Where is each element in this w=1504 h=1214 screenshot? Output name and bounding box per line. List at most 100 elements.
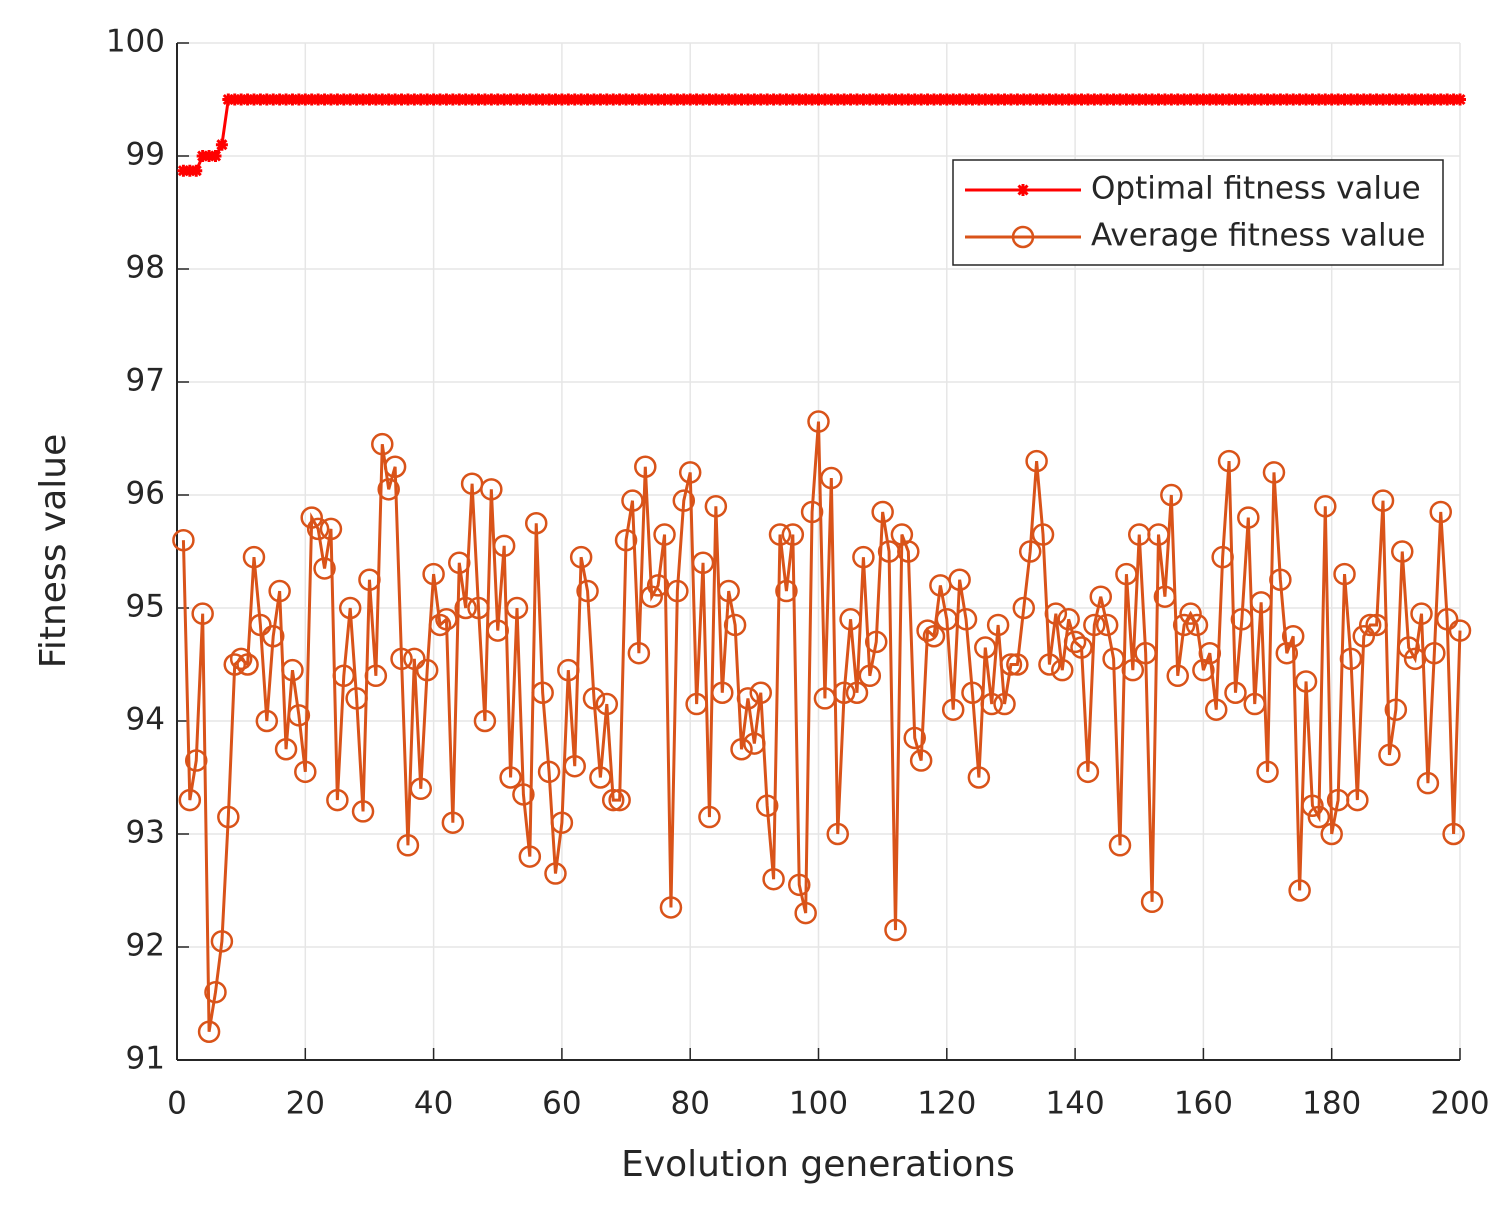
- marker: [485, 93, 498, 106]
- marker: [608, 788, 631, 812]
- marker: [1397, 636, 1420, 659]
- plot-area: [172, 93, 1472, 1043]
- marker: [1146, 93, 1159, 106]
- x-tick-label: 40: [414, 1086, 453, 1122]
- marker: [1255, 93, 1268, 106]
- marker: [191, 602, 214, 625]
- marker: [1108, 834, 1132, 857]
- marker: [1442, 822, 1465, 846]
- marker: [576, 579, 599, 603]
- marker: [363, 93, 376, 106]
- marker: [613, 93, 626, 106]
- marker: [357, 93, 370, 106]
- marker: [754, 93, 767, 106]
- marker: [691, 551, 715, 575]
- marker: [1434, 93, 1447, 106]
- marker: [600, 93, 613, 106]
- marker: [190, 164, 203, 177]
- marker: [672, 489, 696, 512]
- marker: [448, 551, 471, 575]
- marker: [806, 93, 819, 106]
- marker: [1416, 771, 1440, 795]
- marker: [178, 788, 202, 812]
- marker: [228, 93, 241, 106]
- marker: [1011, 93, 1024, 106]
- marker: [594, 93, 607, 106]
- marker: [1043, 93, 1056, 106]
- marker: [1030, 93, 1043, 106]
- marker: [300, 506, 323, 529]
- marker: [640, 585, 663, 608]
- marker: [505, 596, 529, 620]
- marker: [299, 93, 312, 106]
- marker: [992, 93, 1005, 106]
- marker: [454, 596, 477, 620]
- marker: [510, 93, 523, 106]
- marker: [1428, 93, 1441, 106]
- marker: [530, 93, 543, 106]
- marker: [1139, 93, 1152, 106]
- marker: [634, 455, 657, 478]
- marker: [473, 709, 497, 733]
- marker: [499, 766, 522, 789]
- marker: [1017, 184, 1029, 196]
- marker: [1063, 630, 1087, 654]
- legend: Optimal fitness value Average fitness val…: [952, 159, 1444, 266]
- marker: [518, 845, 542, 868]
- marker: [273, 93, 286, 106]
- marker: [261, 625, 285, 648]
- x-tick-label: 100: [789, 1086, 848, 1122]
- marker: [504, 93, 517, 106]
- marker: [183, 164, 196, 177]
- marker: [960, 93, 973, 106]
- marker: [1153, 585, 1177, 608]
- marker: [621, 489, 644, 512]
- marker: [1012, 596, 1036, 620]
- marker: [524, 512, 548, 535]
- marker: [698, 805, 721, 829]
- marker: [645, 93, 658, 106]
- marker: [331, 93, 344, 106]
- marker: [1152, 93, 1165, 106]
- marker: [1377, 93, 1390, 106]
- marker: [1378, 743, 1401, 767]
- marker: [1179, 602, 1202, 625]
- marker: [466, 93, 479, 106]
- marker: [267, 93, 280, 106]
- marker: [1095, 613, 1119, 637]
- marker: [247, 93, 260, 106]
- marker: [350, 93, 363, 106]
- marker: [1210, 93, 1223, 106]
- marker: [735, 93, 748, 106]
- marker: [639, 93, 652, 106]
- marker: [850, 93, 863, 106]
- marker: [1031, 523, 1055, 546]
- marker: [467, 596, 490, 620]
- marker: [1344, 93, 1357, 106]
- marker: [922, 625, 946, 648]
- marker: [717, 579, 740, 603]
- marker: [1319, 93, 1332, 106]
- marker: [1165, 93, 1178, 106]
- marker: [1365, 613, 1388, 637]
- marker: [999, 653, 1023, 676]
- marker: [780, 93, 793, 106]
- marker: [1190, 93, 1203, 106]
- marker: [730, 738, 753, 761]
- marker: [338, 596, 362, 620]
- marker: [313, 557, 336, 580]
- marker: [1223, 93, 1236, 106]
- marker: [446, 93, 459, 106]
- marker: [543, 93, 556, 106]
- marker: [575, 93, 588, 106]
- marker: [684, 93, 697, 106]
- marker: [614, 528, 638, 552]
- marker: [1025, 449, 1048, 473]
- marker: [428, 613, 452, 637]
- y-tick-label: 93: [126, 815, 165, 851]
- x-tick-label: 60: [542, 1086, 581, 1122]
- marker: [768, 523, 792, 546]
- marker: [1237, 506, 1260, 529]
- marker: [344, 93, 357, 106]
- marker: [1115, 562, 1138, 586]
